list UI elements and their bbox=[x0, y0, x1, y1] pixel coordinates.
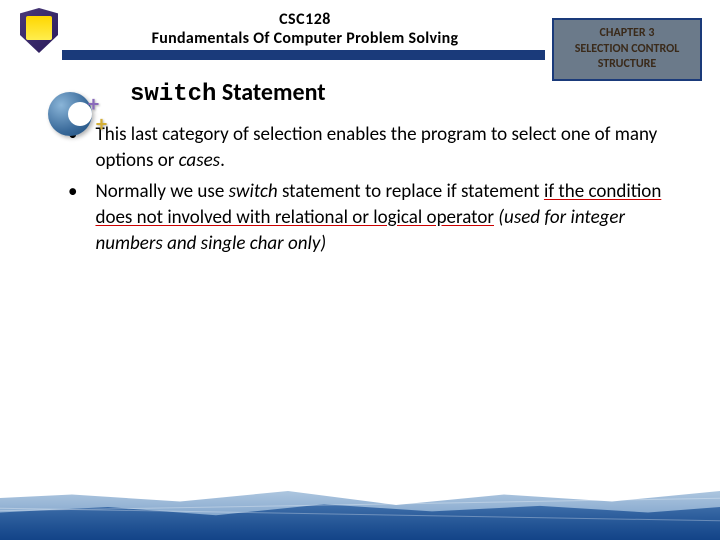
bullet-mark: • bbox=[68, 179, 77, 256]
text-span: . bbox=[220, 149, 225, 172]
bullet-item: • Normally we use switch statement to re… bbox=[68, 179, 672, 256]
chapter-title-2: STRUCTURE bbox=[558, 57, 696, 73]
wave-lines bbox=[0, 480, 720, 530]
header-divider-bar bbox=[62, 50, 545, 60]
chapter-number: CHAPTER 3 bbox=[558, 26, 696, 42]
slide-title-rest: Statement bbox=[216, 78, 325, 107]
italic-span: switch bbox=[229, 180, 278, 203]
cpp-plus-icon-2: + bbox=[96, 110, 107, 137]
course-code: CSC128 bbox=[60, 10, 550, 29]
chapter-title-1: SELECTION CONTROL bbox=[558, 42, 696, 58]
cpp-icon: + + bbox=[40, 82, 112, 154]
slide-title-keyword: switch bbox=[130, 81, 216, 108]
bullet-text: Normally we use switch statement to repl… bbox=[95, 179, 672, 256]
logo-shield bbox=[20, 8, 58, 53]
bullet-item: • This last category of selection enable… bbox=[68, 122, 672, 173]
university-logo bbox=[20, 8, 60, 58]
text-span: statement to replace if statement bbox=[278, 180, 544, 203]
slide-title: switch Statement bbox=[130, 78, 720, 108]
text-span: Normally we use bbox=[95, 180, 228, 203]
bullet-text: This last category of selection enables … bbox=[95, 122, 672, 173]
italic-span: cases bbox=[179, 149, 220, 172]
footer-wave-decoration bbox=[0, 460, 720, 540]
logo-inner bbox=[26, 16, 52, 40]
header: CSC128 Fundamentals Of Computer Problem … bbox=[0, 0, 720, 60]
cpp-c-letter bbox=[48, 92, 92, 136]
course-name: Fundamentals Of Computer Problem Solving bbox=[60, 29, 550, 48]
chapter-box: CHAPTER 3 SELECTION CONTROL STRUCTURE bbox=[552, 18, 702, 81]
